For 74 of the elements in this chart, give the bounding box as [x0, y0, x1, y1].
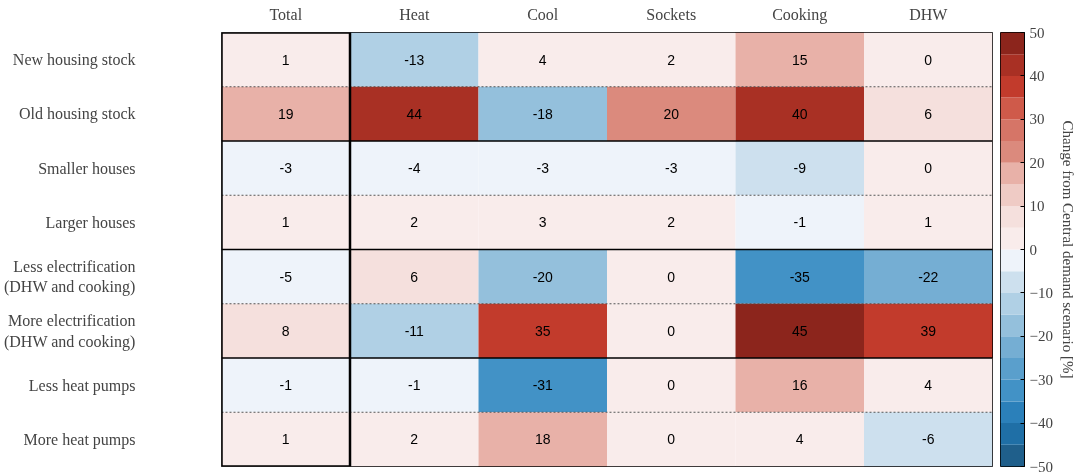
- data-label: 35: [534, 322, 551, 339]
- data-label: 39: [920, 322, 937, 339]
- color-bar-label: −20: [1029, 328, 1053, 345]
- color-bar-label: −40: [1029, 415, 1053, 432]
- data-label: 6: [924, 105, 933, 122]
- data-label: 2: [410, 214, 419, 231]
- data-label: 0: [667, 431, 676, 448]
- data-label: 16: [791, 377, 808, 394]
- color-bar-label: 20: [1029, 154, 1045, 171]
- data-label: -3: [665, 160, 678, 177]
- data-label: 1: [924, 214, 933, 231]
- y-tick-label: Less electrification (DHW and cooking): [3, 257, 136, 297]
- data-label: 0: [667, 377, 676, 394]
- data-label: -1: [793, 214, 807, 231]
- data-label: 44: [406, 105, 423, 122]
- data-label: 4: [538, 51, 547, 68]
- color-bar-label: 10: [1029, 198, 1045, 215]
- data-label: -1: [279, 377, 293, 394]
- color-bar-label: 40: [1029, 67, 1045, 84]
- data-label: 1: [281, 214, 290, 231]
- data-label: -5: [279, 268, 293, 285]
- data-label: 20: [663, 105, 680, 122]
- x-tick-label: Heat: [399, 5, 430, 23]
- data-label: 0: [924, 51, 933, 68]
- color-bar-title: Change from Central demand scenario [%]: [1059, 120, 1076, 379]
- data-label: 2: [410, 431, 419, 448]
- data-label: 15: [791, 51, 808, 68]
- data-label: -18: [532, 105, 554, 122]
- data-label: 45: [791, 322, 808, 339]
- data-label: 1: [281, 431, 290, 448]
- color-bar-label: 30: [1029, 111, 1045, 128]
- y-tick-label: Larger houses: [45, 213, 136, 232]
- data-label: 18: [534, 431, 551, 448]
- data-label: 8: [281, 322, 290, 339]
- data-label: -1: [408, 377, 421, 394]
- data-label: 0: [667, 322, 676, 339]
- data-label: -20: [532, 268, 554, 285]
- data-label: 1: [281, 51, 290, 68]
- data-label: -35: [789, 268, 811, 285]
- y-tick-label: Smaller houses: [38, 159, 136, 177]
- data-label: -31: [532, 377, 554, 394]
- color-bar-label: −10: [1029, 284, 1053, 301]
- y-tick-label: New housing stock: [12, 51, 136, 70]
- data-label: -3: [536, 160, 550, 177]
- y-tick-label: More electrification (DHW and cooking): [3, 312, 136, 351]
- y-tick-label: More heat pumps: [23, 430, 136, 449]
- data-label: 3: [538, 214, 547, 231]
- data-label: -4: [408, 160, 421, 177]
- color-bar-label: −30: [1029, 371, 1053, 388]
- data-label: 4: [924, 377, 933, 394]
- data-label: 0: [667, 268, 676, 285]
- data-label: -3: [279, 160, 293, 177]
- y-tick-label: Less heat pumps: [28, 376, 136, 395]
- color-bar-label: −50: [1029, 458, 1053, 474]
- data-label: -6: [922, 431, 935, 448]
- data-label: 0: [924, 160, 933, 177]
- x-tick-label: Cool: [527, 5, 559, 23]
- y-tick-label: Old housing stock: [19, 105, 136, 124]
- data-label: -11: [404, 322, 425, 339]
- x-tick-label: DHW: [909, 5, 949, 23]
- data-label: 19: [277, 105, 294, 122]
- data-label: -22: [918, 268, 939, 285]
- data-label: -13: [404, 51, 425, 68]
- color-bar-label: 0: [1029, 241, 1037, 258]
- color-bar-label: 50: [1029, 24, 1045, 41]
- data-label: -9: [793, 160, 807, 177]
- data-label: 2: [667, 214, 676, 231]
- data-label: 2: [667, 51, 676, 68]
- data-label: 4: [795, 431, 804, 448]
- x-tick-label: Cooking: [772, 5, 828, 24]
- x-tick-label: Total: [269, 5, 303, 23]
- data-label: 6: [410, 268, 419, 285]
- data-label: 40: [791, 105, 808, 122]
- x-tick-label: Sockets: [646, 5, 697, 23]
